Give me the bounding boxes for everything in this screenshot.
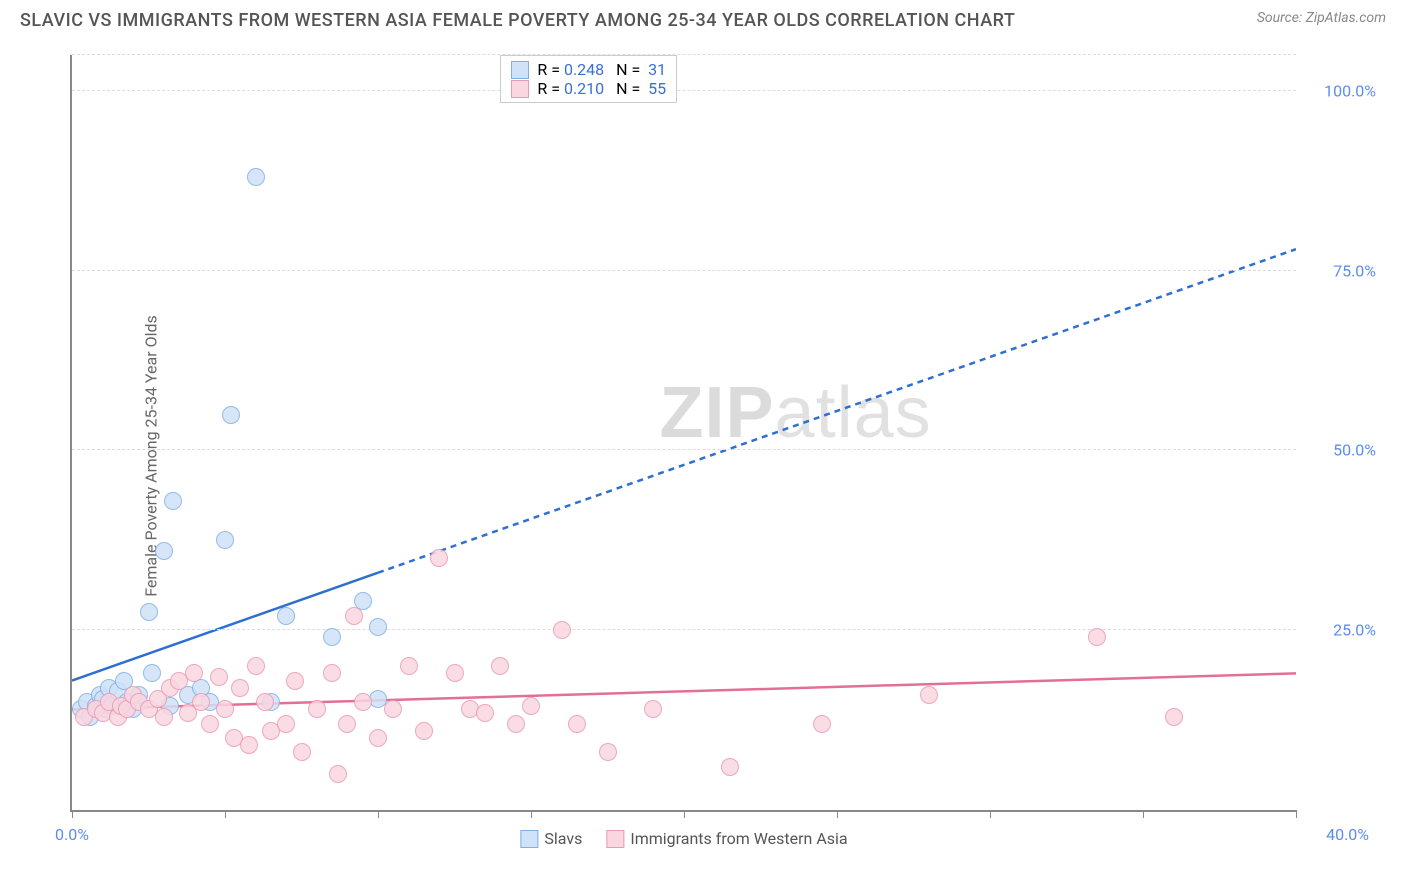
x-tick [225, 810, 226, 818]
data-point [256, 693, 274, 711]
legend-swatch [606, 830, 624, 848]
data-point [240, 736, 258, 754]
gridline [72, 90, 1296, 91]
data-point [143, 664, 161, 682]
data-point [164, 492, 182, 510]
gridline [72, 629, 1296, 630]
data-point [345, 607, 363, 625]
legend-swatch [520, 830, 538, 848]
data-point [277, 715, 295, 733]
data-point [446, 664, 464, 682]
legend-swatch [511, 80, 529, 98]
gridline [72, 54, 1296, 55]
data-point [323, 664, 341, 682]
data-point [1088, 628, 1106, 646]
data-point [192, 693, 210, 711]
data-point [507, 715, 525, 733]
data-point [185, 664, 203, 682]
data-point [384, 700, 402, 718]
data-point [222, 406, 240, 424]
x-tick [1143, 810, 1144, 818]
data-point [231, 679, 249, 697]
data-point [721, 758, 739, 776]
chart-title: SLAVIC VS IMMIGRANTS FROM WESTERN ASIA F… [20, 10, 1015, 31]
data-point [201, 715, 219, 733]
data-point [247, 168, 265, 186]
data-point [1165, 708, 1183, 726]
data-point [369, 618, 387, 636]
y-tick-label: 100.0% [1306, 81, 1376, 100]
series-legend: Slavs Immigrants from Western Asia [520, 829, 847, 848]
x-tick [990, 810, 991, 818]
data-point [216, 700, 234, 718]
x-tick [837, 810, 838, 818]
legend-item: Immigrants from Western Asia [606, 829, 847, 848]
gridline [72, 270, 1296, 271]
data-point [522, 697, 540, 715]
data-point [155, 708, 173, 726]
data-point [369, 729, 387, 747]
legend-swatch [511, 61, 529, 79]
data-point [329, 765, 347, 783]
plot-region: ZIPatlas R = 0.248 N = 31R = 0.210 N = 5… [70, 55, 1296, 812]
data-point [813, 715, 831, 733]
data-point [553, 621, 571, 639]
y-tick-label: 75.0% [1306, 261, 1376, 280]
data-point [216, 531, 234, 549]
x-tick [72, 810, 73, 818]
data-point [568, 715, 586, 733]
legend-label: Immigrants from Western Asia [630, 829, 847, 848]
chart-area: Female Poverty Among 25-34 Year Olds ZIP… [20, 40, 1386, 872]
stats-row: R = 0.248 N = 31 [511, 60, 666, 79]
data-point [430, 549, 448, 567]
data-point [140, 603, 158, 621]
data-point [491, 657, 509, 675]
watermark: ZIPatlas [660, 372, 932, 454]
data-point [599, 743, 617, 761]
y-tick-label: 50.0% [1306, 441, 1376, 460]
data-point [644, 700, 662, 718]
stats-text: R = 0.248 N = 31 [537, 60, 666, 79]
stats-legend: R = 0.248 N = 31R = 0.210 N = 55 [500, 55, 677, 103]
data-point [476, 704, 494, 722]
data-point [415, 722, 433, 740]
x-tick-label: 40.0% [1299, 825, 1369, 844]
x-tick [684, 810, 685, 818]
legend-item: Slavs [520, 829, 582, 848]
data-point [155, 542, 173, 560]
y-tick-label: 25.0% [1306, 621, 1376, 640]
data-point [210, 668, 228, 686]
data-point [338, 715, 356, 733]
data-point [277, 607, 295, 625]
x-tick [378, 810, 379, 818]
data-point [920, 686, 938, 704]
data-point [286, 672, 304, 690]
data-point [323, 628, 341, 646]
legend-label: Slavs [544, 829, 582, 848]
data-point [308, 700, 326, 718]
stats-row: R = 0.210 N = 55 [511, 79, 666, 98]
data-point [247, 657, 265, 675]
x-tick [1296, 810, 1297, 818]
source-label: Source: ZipAtlas.com [1257, 10, 1386, 26]
x-tick [531, 810, 532, 818]
data-point [354, 693, 372, 711]
data-point [400, 657, 418, 675]
gridline [72, 449, 1296, 450]
stats-text: R = 0.210 N = 55 [537, 79, 666, 98]
x-tick-label: 0.0% [55, 825, 89, 844]
data-point [293, 743, 311, 761]
